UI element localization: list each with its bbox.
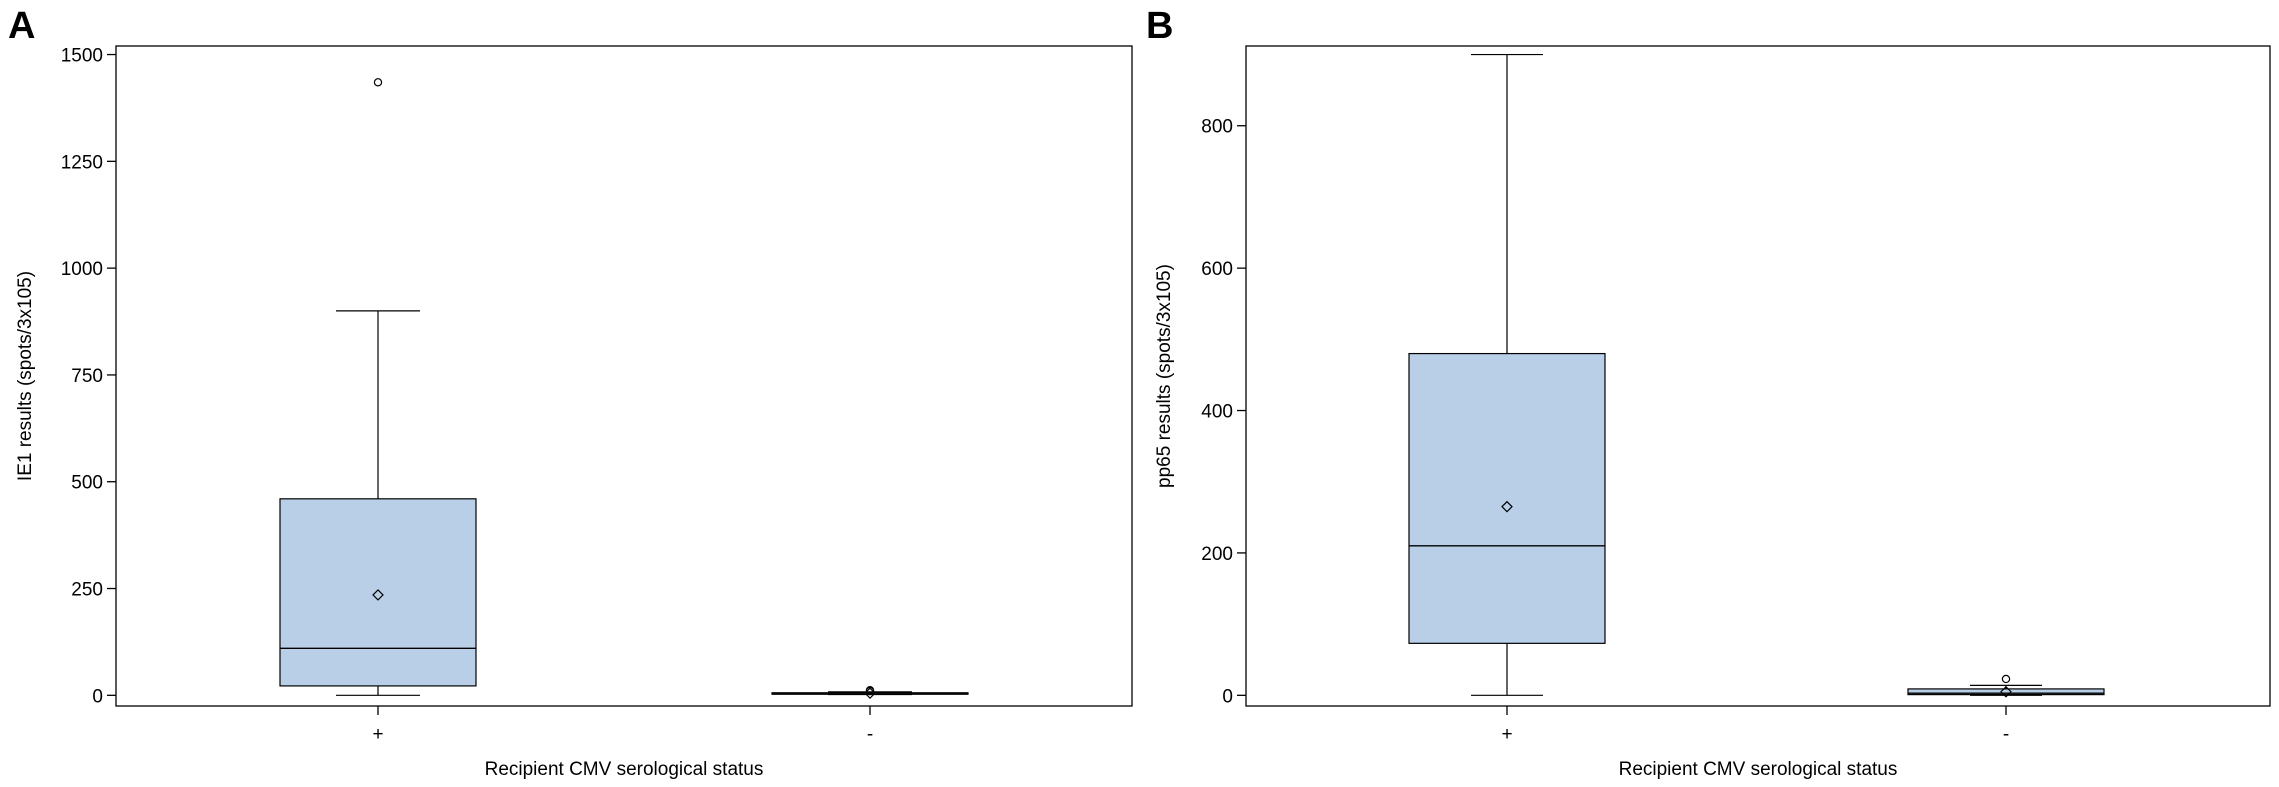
y-tick-label: 600 [1201, 259, 1233, 280]
boxplot-marks-b [1408, 53, 2105, 698]
y-tick-label: 200 [1201, 544, 1233, 565]
y-axis-a: 0 250 500 750 1000 1250 1500 [61, 46, 116, 707]
x-tick-label: + [372, 724, 383, 745]
plot-frame-a [115, 45, 1133, 707]
y-tick-label: 250 [71, 580, 103, 601]
outlier-point [373, 78, 383, 87]
plot-frame-b [1245, 45, 2271, 707]
y-tick-label: 400 [1201, 402, 1233, 423]
mean-marker [1501, 500, 1513, 513]
y-axis-title-b: pp65 results (spots/3x105) [1154, 264, 1175, 488]
x-axis-title-b: Recipient CMV serological status [1619, 759, 1898, 780]
x-axis-b: + - [1501, 706, 2009, 745]
iqr-box [1907, 688, 2105, 696]
mean-marker [2000, 685, 2012, 698]
y-tick-label: 500 [71, 473, 103, 494]
panel-b: B Recipient CMV serological status pp65 … [1146, 5, 2271, 780]
x-axis-a: + - [372, 706, 873, 745]
y-axis-title-a: IE1 results (spots/3x105) [15, 271, 36, 481]
boxplot-marks-a [279, 78, 969, 700]
outlier-point [2001, 674, 2011, 684]
y-tick-label: 0 [92, 686, 103, 707]
x-tick-label: + [1501, 724, 1512, 745]
y-tick-label: 0 [1222, 686, 1233, 707]
x-tick-label: - [2003, 724, 2009, 745]
mean-marker [372, 589, 384, 601]
y-tick-label: 1500 [61, 46, 103, 67]
x-tick-label: - [867, 724, 873, 745]
y-tick-label: 1000 [61, 259, 103, 280]
panel-letter-b: B [1146, 5, 1173, 47]
y-tick-label: 800 [1201, 117, 1233, 138]
y-tick-label: 1250 [61, 152, 103, 173]
iqr-box [279, 498, 477, 687]
outlier-point [865, 685, 875, 695]
y-axis-b: 0 200 400 600 800 [1201, 117, 1246, 707]
iqr-box [1408, 352, 1606, 644]
panel-letter-a: A [8, 5, 35, 47]
y-tick-label: 750 [71, 366, 103, 387]
x-axis-title-a: Recipient CMV serological status [485, 759, 764, 780]
panel-a: A Recipient CMV serological status IE1 r… [8, 5, 1133, 780]
